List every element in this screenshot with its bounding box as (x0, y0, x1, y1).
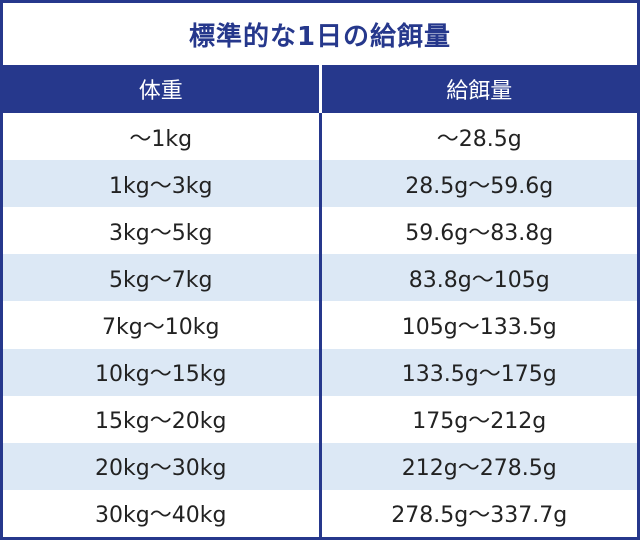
table-cell: 1kg～3kg (3, 160, 322, 208)
table-cell: 7kg～10kg (3, 301, 322, 349)
table-cell: ～28.5g (436, 126, 522, 152)
table-cell: 3kg～5kg (3, 207, 322, 255)
header-row: 体重 給餌量 (3, 65, 637, 113)
table-row: 3kg～5kg 59.6g～83.8g (3, 207, 637, 255)
table-cell: 59.6g～83.8g (405, 220, 554, 246)
table-row: 30kg～40kg 278.5g～337.7g (3, 489, 637, 537)
table-cell: 133.5g～175g (401, 362, 557, 388)
table-cell: 15kg～20kg (3, 395, 322, 443)
column-header: 体重 (3, 65, 322, 113)
table-row: ～1kg ～28.5g (3, 113, 637, 161)
table-cell: 278.5g～337.7g (391, 503, 568, 529)
table-cell: 212g～278.5g (401, 456, 557, 482)
table-cell: 105g～133.5g (401, 314, 557, 340)
table-row: 10kg～15kg 133.5g～175g (3, 348, 637, 396)
table-cell: ～1kg (3, 113, 322, 161)
table-cell: 175g～212g (412, 409, 547, 435)
table-row: 15kg～20kg 175g～212g (3, 395, 637, 443)
table-row: 5kg～7kg 83.8g～105g (3, 254, 637, 302)
column-header: 給餌量 (446, 79, 513, 104)
table-row: 1kg～3kg 28.5g～59.6g (3, 160, 637, 208)
table-title: 標準的な1日の給餌量 (188, 21, 452, 52)
table-cell: 30kg～40kg (3, 489, 322, 537)
table-cell: 10kg～15kg (3, 348, 322, 396)
table-cell: 28.5g～59.6g (405, 173, 554, 199)
table-cell: 5kg～7kg (3, 254, 322, 302)
table-cell: 83.8g～105g (408, 267, 550, 293)
table-body: ～1kg ～28.5g 1kg～3kg 28.5g～59.6g 3kg～5kg 59.6g… (3, 113, 637, 537)
table-row: 20kg～30kg 212g～278.5g (3, 442, 637, 490)
table-row: 7kg～10kg 105g～133.5g (3, 301, 637, 349)
table-cell: 20kg～30kg (3, 442, 322, 490)
